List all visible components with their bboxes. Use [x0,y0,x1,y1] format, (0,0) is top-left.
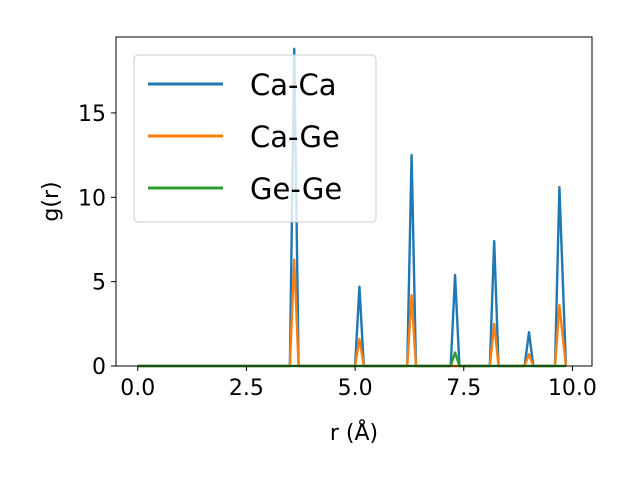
series-line-ca-ge [137,258,568,368]
x-tick-label: 10.0 [548,376,597,401]
y-axis-label: g(r) [39,181,64,221]
x-tick-label: 2.5 [229,376,264,401]
axis-ticks: 0.0 2.5 5.0 7.5 10.0 0 5 10 15 [78,102,597,401]
y-tick-label: 10 [78,186,106,211]
x-axis-label: r (Å) [330,419,378,446]
x-tick-label: 7.5 [446,376,481,401]
legend: Ca-Ca Ca-Ge Ge-Ge [133,54,377,223]
y-tick-label: 15 [78,102,106,127]
legend-box [133,54,377,223]
x-tick-label: 0.0 [120,376,155,401]
series-line-ge-ge [137,351,566,368]
plot-frame [115,36,593,367]
legend-label-ca-ca: Ca-Ca [250,68,337,102]
x-tick-label: 5.0 [338,376,373,401]
y-tick-label: 5 [92,271,106,296]
legend-label-ca-ge: Ca-Ge [250,120,340,154]
y-tick-label: 0 [92,355,106,380]
legend-label-ge-ge: Ge-Ge [250,172,342,206]
